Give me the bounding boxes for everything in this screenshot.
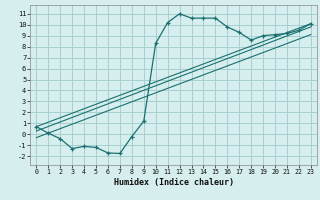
X-axis label: Humidex (Indice chaleur): Humidex (Indice chaleur) [114, 178, 234, 187]
